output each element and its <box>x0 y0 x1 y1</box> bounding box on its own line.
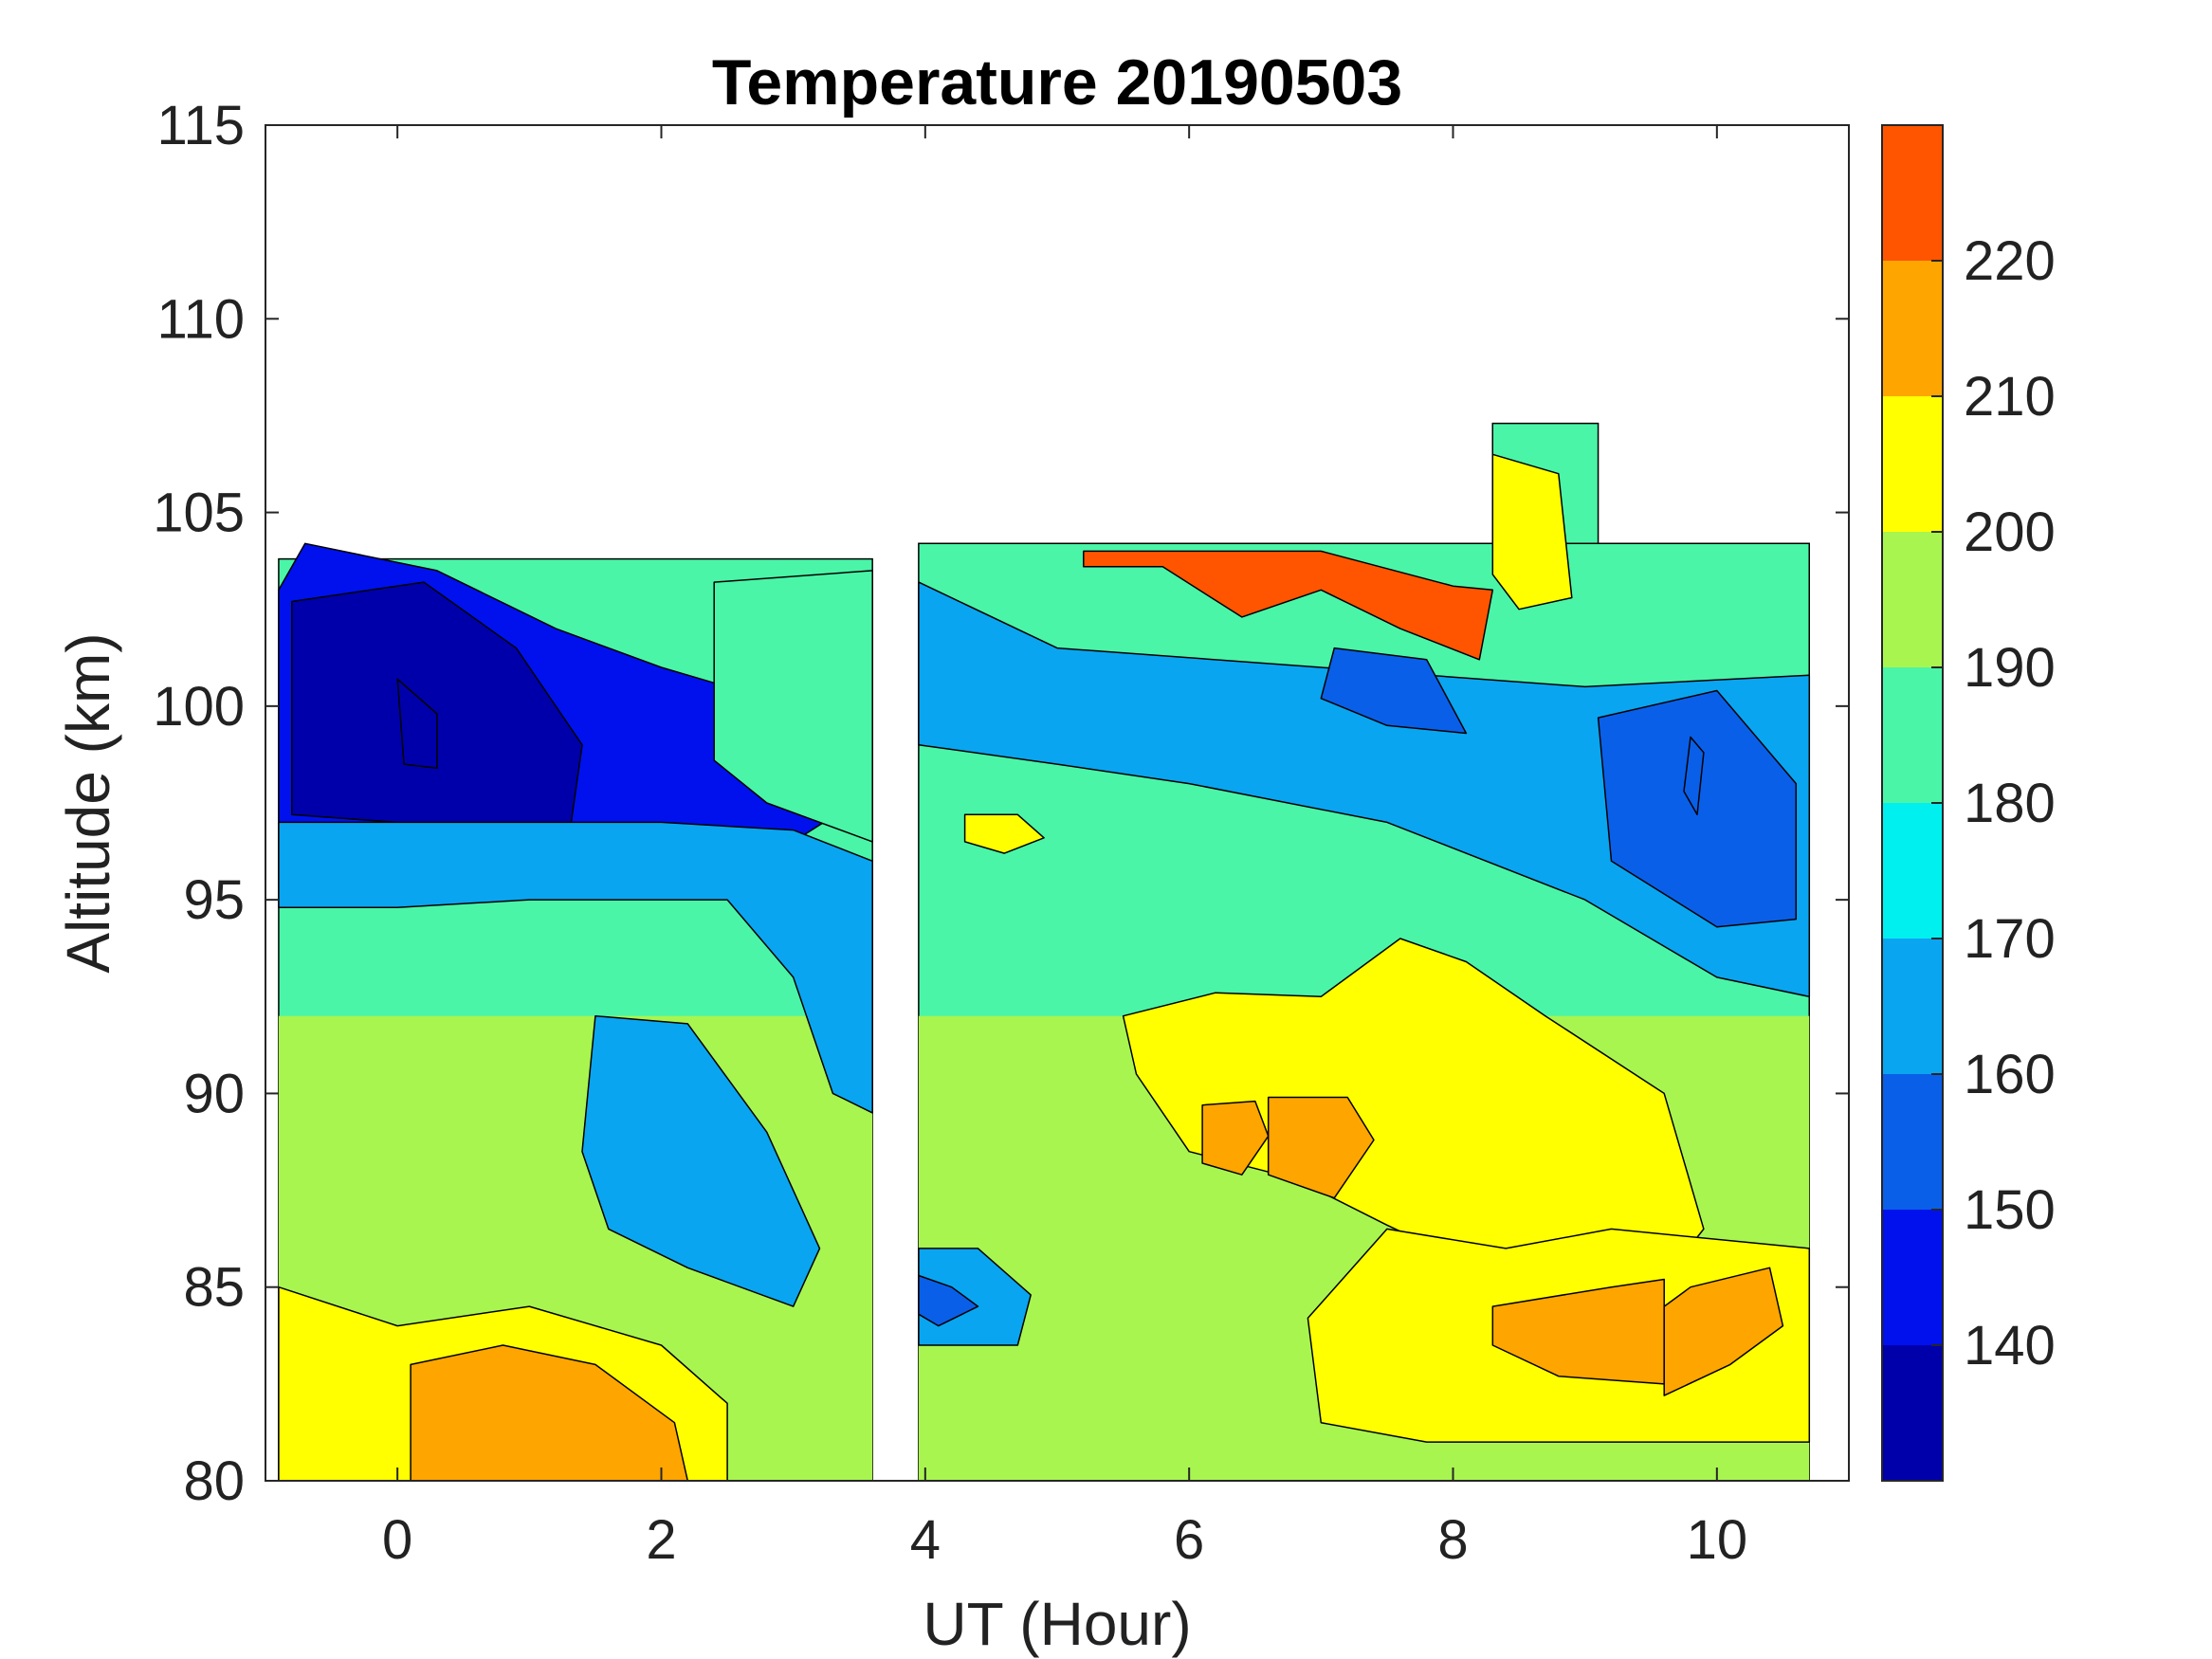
x-tick-label: 10 <box>1687 1509 1748 1571</box>
colorbar-tick-label: 170 <box>1964 908 2056 970</box>
colorbar-swatch <box>1882 1345 1943 1481</box>
y-tick-label: 80 <box>183 1450 245 1512</box>
colorbar-swatch <box>1882 803 1943 939</box>
colorbar-tick-label: 160 <box>1964 1044 2056 1105</box>
y-tick-label: 115 <box>157 95 245 156</box>
contour-region <box>918 1274 979 1327</box>
colorbar-tick-label: 190 <box>1964 637 2056 699</box>
contour-region <box>1320 647 1468 735</box>
colorbar <box>1881 124 1944 1482</box>
colorbar-swatch <box>1882 939 1943 1074</box>
y-axis-label: Altitude (km) <box>54 632 122 973</box>
contour-region <box>1491 453 1573 611</box>
axis-ticks <box>265 124 1849 1482</box>
contour-regions-layer <box>278 453 1811 1481</box>
x-tick-label: 8 <box>1437 1509 1468 1571</box>
colorbar-tick-label: 150 <box>1964 1179 2056 1241</box>
contour-region <box>1663 1267 1784 1396</box>
contour-region <box>410 1344 689 1481</box>
colorbar-tick-label: 200 <box>1964 501 2056 563</box>
x-axis-label: UT (Hour) <box>923 1590 1191 1658</box>
colorbar-swatch <box>1882 532 1943 667</box>
y-tick-label: 105 <box>153 483 245 544</box>
colorbar-tick-label: 140 <box>1964 1315 2056 1376</box>
contour-region <box>278 821 873 1114</box>
y-tick-label: 95 <box>183 869 245 931</box>
contour-region <box>1083 550 1494 661</box>
colorbar-tick-label: 220 <box>1964 230 2056 292</box>
contour-region <box>396 678 438 769</box>
colorbar-swatch <box>1882 396 1943 532</box>
y-tick-label: 90 <box>183 1063 245 1124</box>
x-tick-label: 2 <box>646 1509 676 1571</box>
colorbar-swatch <box>1882 1210 1943 1345</box>
plot-frame <box>265 124 1850 1482</box>
y-axis-tick-labels: 80 85 90 95 100 105 110 115 <box>153 95 245 1512</box>
plot-area <box>278 422 1811 1481</box>
colorbar-tick-labels: 140 150 160 170 180 190 200 210 220 <box>1964 230 2056 1376</box>
y-tick-label: 85 <box>183 1257 245 1319</box>
contour-region <box>1267 1096 1375 1199</box>
contour-region <box>581 1014 821 1307</box>
y-tick-label: 110 <box>157 288 245 350</box>
contour-region <box>918 581 1811 998</box>
x-tick-label: 4 <box>910 1509 941 1571</box>
y-tick-label: 100 <box>153 676 245 738</box>
colorbar-swatch <box>1882 125 1943 261</box>
x-tick-label: 6 <box>1174 1509 1204 1571</box>
contour-region <box>963 813 1045 854</box>
colorbar-swatch <box>1882 261 1943 396</box>
colorbar-tick-label: 180 <box>1964 773 2056 834</box>
contour-region <box>713 570 873 843</box>
colorbar-swatch <box>1882 667 1943 803</box>
x-axis-tick-labels: 0 2 4 6 8 10 <box>382 1509 1747 1571</box>
chart-title: Temperature 20190503 <box>712 46 1402 118</box>
colorbar-tick-label: 210 <box>1964 366 2056 428</box>
contour-region <box>1683 736 1705 816</box>
contour-region <box>291 581 583 839</box>
x-tick-label: 0 <box>382 1509 412 1571</box>
colorbar-swatch <box>1882 1074 1943 1210</box>
contour-region <box>1201 1100 1270 1176</box>
